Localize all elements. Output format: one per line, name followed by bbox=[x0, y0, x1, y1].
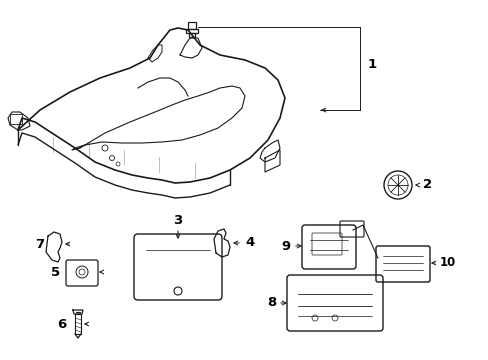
Bar bbox=[10, 114, 22, 124]
Text: 6: 6 bbox=[57, 318, 66, 330]
Text: 4: 4 bbox=[244, 237, 254, 249]
Text: 3: 3 bbox=[173, 213, 182, 226]
Bar bbox=[75, 314, 81, 334]
Text: 7: 7 bbox=[35, 238, 44, 251]
Text: 8: 8 bbox=[266, 297, 275, 310]
Bar bbox=[185, 29, 198, 33]
Text: 9: 9 bbox=[281, 239, 290, 252]
Text: 5: 5 bbox=[51, 266, 60, 279]
Bar bbox=[189, 33, 195, 37]
Text: 10: 10 bbox=[439, 256, 455, 270]
Text: 2: 2 bbox=[422, 179, 431, 192]
Text: 1: 1 bbox=[367, 58, 376, 72]
Bar bbox=[187, 22, 196, 29]
